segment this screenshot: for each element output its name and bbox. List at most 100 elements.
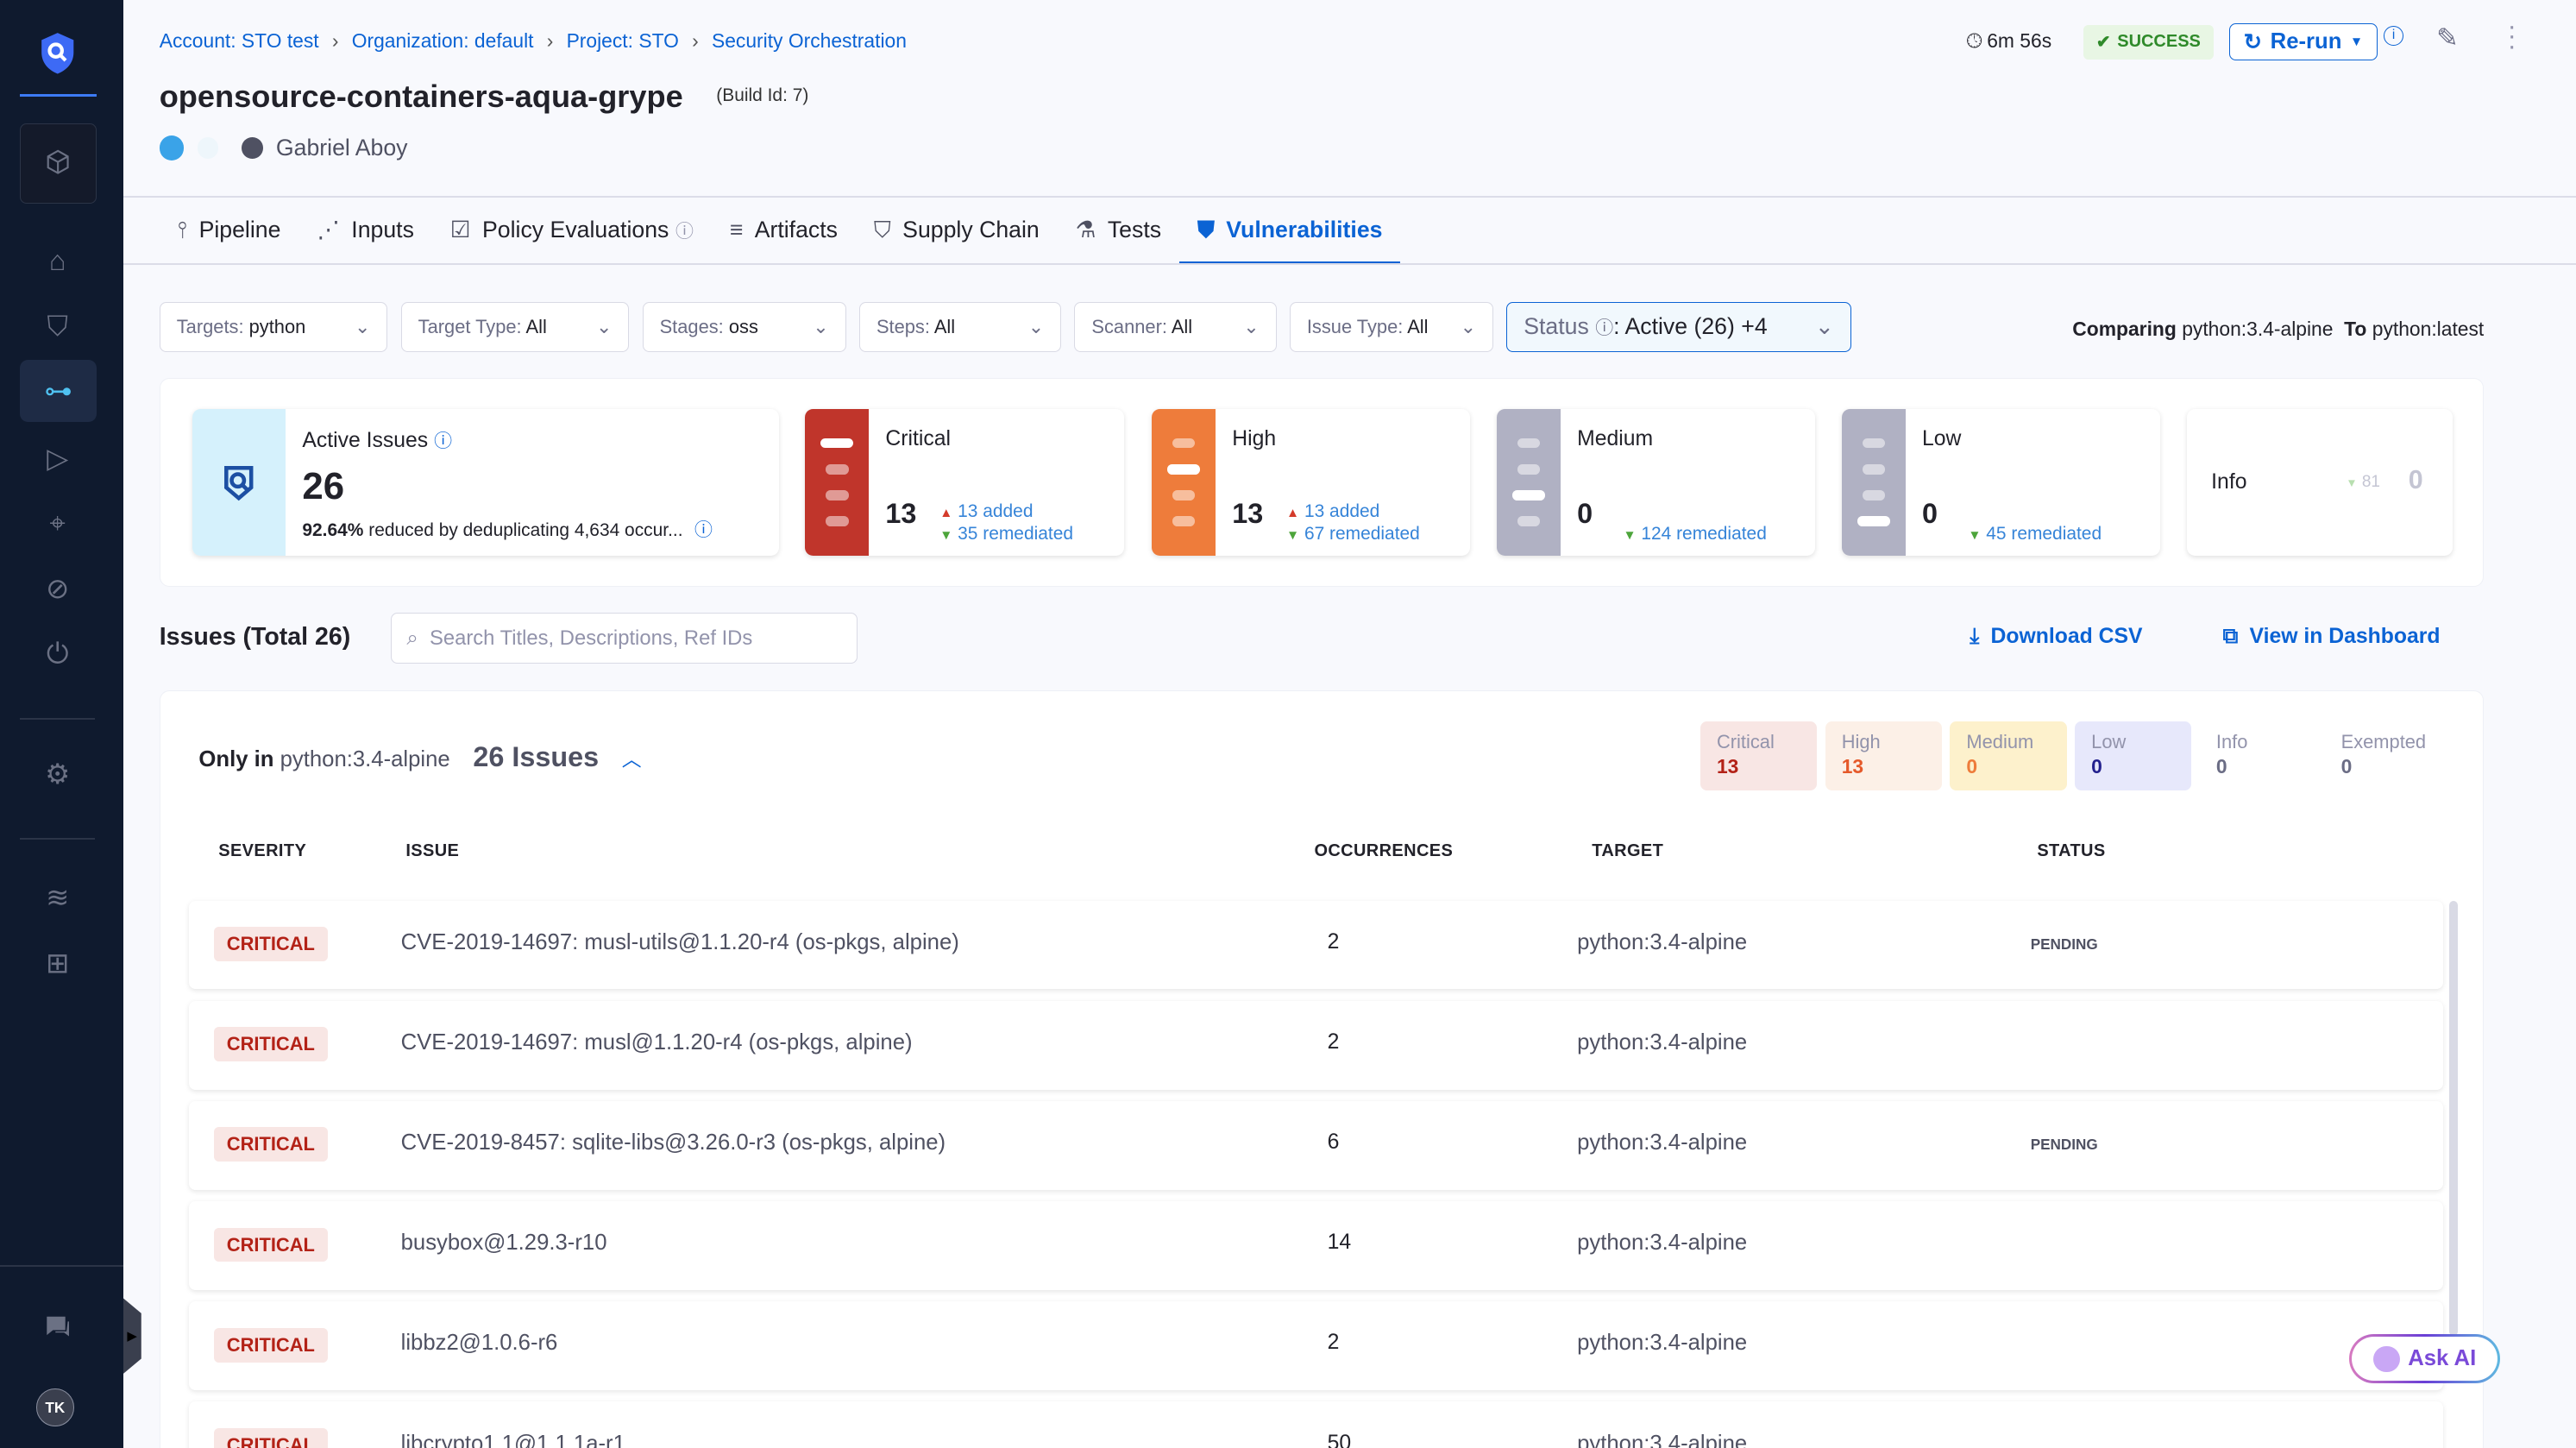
- download-csv-button[interactable]: ⤓ Download CSV: [1970, 625, 2142, 649]
- shield-search-icon: [192, 409, 286, 556]
- user-avatar[interactable]: TK: [35, 1388, 74, 1426]
- tab-supply-chain[interactable]: ⛉ Supply Chain: [856, 198, 1058, 263]
- issue-search-input[interactable]: ⌕ Search Titles, Descriptions, Ref IDs: [391, 613, 858, 664]
- severity-card-medium[interactable]: Medium 0 ▼ 124 remediated: [1496, 409, 1816, 556]
- edit-pencil-icon[interactable]: ✎: [2436, 22, 2459, 53]
- org-settings-icon[interactable]: ⊞: [46, 947, 70, 979]
- issue-title[interactable]: libbz2@1.0.6-r6: [400, 1331, 558, 1356]
- tab-inputs[interactable]: ⋰ Inputs: [298, 198, 431, 263]
- filter-targets[interactable]: Targets: python ⌄: [159, 302, 388, 352]
- download-icon: ⤓: [1970, 624, 1980, 648]
- chat-support-icon[interactable]: [33, 1301, 82, 1350]
- chevron-up-icon[interactable]: ︿: [621, 747, 642, 771]
- table-row[interactable]: CRITICAL CVE-2019-14697: musl@1.1.20-r4 (…: [188, 1000, 2443, 1090]
- severity-level-icon: [1151, 409, 1216, 556]
- breadcrumb-link[interactable]: Organization: default: [351, 29, 534, 53]
- table-scrollbar[interactable]: [2449, 900, 2458, 1337]
- home-icon[interactable]: ⌂: [48, 245, 66, 277]
- filter-issue-type[interactable]: Issue Type: All ⌄: [1289, 302, 1493, 352]
- count-chip-info[interactable]: Info 0: [2200, 721, 2316, 790]
- table-row[interactable]: CRITICAL CVE-2019-14697: musl-utils@1.1.2…: [188, 900, 2443, 990]
- table-row[interactable]: CRITICAL CVE-2019-8457: sqlite-libs@3.26.…: [188, 1100, 2443, 1190]
- settings-icon[interactable]: ⚙: [45, 758, 71, 790]
- tab-tests[interactable]: ⚗ Tests: [1058, 198, 1179, 263]
- filter-steps[interactable]: Steps: All ⌄: [858, 302, 1062, 352]
- integration-icon[interactable]: ⏻: [46, 637, 69, 669]
- severity-count: 0: [1577, 497, 1593, 529]
- issue-title[interactable]: CVE-2019-8457: sqlite-libs@3.26.0-r3 (os…: [400, 1130, 946, 1155]
- issue-title[interactable]: busybox@1.29.3-r10: [400, 1231, 607, 1256]
- table-row[interactable]: CRITICAL busybox@1.29.3-r10 14 python:3.4-a…: [188, 1201, 2443, 1290]
- target-icon[interactable]: ⌖: [49, 507, 66, 539]
- tab-vulnerabilities[interactable]: ⛊ Vulnerabilities: [1179, 198, 1400, 265]
- info-label: Info: [2211, 469, 2247, 494]
- collapse-sidebar-handle[interactable]: ▶: [123, 1298, 141, 1374]
- breadcrumb-chevron-icon: ›: [331, 29, 339, 53]
- breadcrumb-link[interactable]: Account: STO test: [159, 29, 319, 53]
- issues-count: 26 Issues: [473, 740, 600, 772]
- pipeline-icon[interactable]: ⊶: [19, 360, 97, 423]
- severity-badge: CRITICAL: [213, 1127, 329, 1162]
- compare-to-text: To: [2344, 317, 2367, 340]
- severity-card-critical[interactable]: Critical 13 ▲ 13 added ▼ 35 remediated: [805, 409, 1124, 556]
- duration: 🕓︎ 6m 56s: [1966, 29, 2051, 53]
- chip-value: 13: [1716, 755, 1739, 778]
- filter-scanner[interactable]: Scanner: All ⌄: [1074, 302, 1277, 352]
- info-icon[interactable]: i: [2384, 26, 2403, 47]
- module-switcher-button[interactable]: [19, 123, 97, 205]
- tab-artifacts[interactable]: ≡ Artifacts: [712, 198, 856, 263]
- level-pill: [1862, 438, 1886, 449]
- breadcrumb-link[interactable]: Security Orchestration: [711, 29, 907, 53]
- occurrences: 2: [1327, 1331, 1340, 1355]
- count-chip-critical[interactable]: Critical 13: [1700, 721, 1818, 790]
- column-header-issue[interactable]: ISSUE: [405, 841, 460, 860]
- chevron-down-icon: ⌄: [1460, 315, 1476, 337]
- ask-ai-button[interactable]: Ask AI: [2349, 1334, 2500, 1383]
- info-icon[interactable]: ⓘ: [675, 221, 694, 242]
- chip-value: 0: [2340, 755, 2353, 778]
- issue-title[interactable]: CVE-2019-14697: musl@1.1.20-r4 (os-pkgs,…: [400, 1029, 913, 1055]
- count-chip-medium[interactable]: Medium 0: [1950, 721, 2067, 790]
- count-chip-low[interactable]: Low 0: [2075, 721, 2192, 790]
- issue-title[interactable]: libcrypto1.1@1.1.1a-r1: [400, 1431, 625, 1448]
- security-icon[interactable]: ⛉: [47, 310, 68, 342]
- severity-card-high[interactable]: High 13 ▲ 13 added ▼ 67 remediated: [1151, 409, 1471, 556]
- column-header-status[interactable]: STATUS: [2037, 841, 2106, 860]
- breadcrumb-link[interactable]: Project: STO: [566, 29, 679, 53]
- column-header-target[interactable]: TARGET: [1592, 841, 1664, 860]
- filter-target-type[interactable]: Target Type: All ⌄: [400, 302, 630, 352]
- table-row[interactable]: CRITICAL libcrypto1.1@1.1.1a-r1 50 python:3…: [188, 1401, 2443, 1448]
- filter-status[interactable]: Status ⓘ: Active (26) +4 ⌄: [1506, 302, 1852, 352]
- layers-settings-icon[interactable]: ≋: [46, 881, 70, 913]
- more-options-icon[interactable]: · · ·: [2507, 10, 2516, 60]
- tab-pipeline[interactable]: ⫯ Pipeline: [160, 198, 299, 263]
- count-chip-high[interactable]: High 13: [1825, 721, 1942, 790]
- arrow-down-icon: ▼: [1968, 528, 1982, 544]
- tabs: ⫯ Pipeline ⋰ Inputs ☑ Policy Evaluations ⓘ ≡ Art…: [160, 198, 1401, 265]
- tab-policy-evaluations[interactable]: ☑ Policy Evaluations ⓘ: [432, 198, 712, 263]
- severity-level-icon: [1841, 409, 1906, 556]
- column-header-severity[interactable]: SEVERITY: [218, 841, 307, 860]
- rerun-button[interactable]: ↻ Re-run ▼: [2229, 22, 2378, 61]
- tests-icon: ⚗: [1075, 217, 1096, 243]
- severity-badge: CRITICAL: [213, 1027, 329, 1062]
- chevron-down-icon: ⌄: [1814, 313, 1835, 340]
- filter-value: All: [933, 315, 956, 337]
- execution-icon[interactable]: ▷: [47, 443, 69, 475]
- severity-card-low[interactable]: Low 0 ▼ 45 remediated: [1841, 409, 2161, 556]
- filter-stages[interactable]: Stages: oss ⌄: [642, 302, 846, 352]
- sto-logo-icon[interactable]: [33, 28, 82, 77]
- filter-value: : Active (26) +4: [1613, 313, 1768, 340]
- issue-title[interactable]: CVE-2019-14697: musl-utils@1.1.20-r4 (os…: [400, 929, 959, 954]
- column-header-occurrences[interactable]: OCCURRENCES: [1314, 841, 1454, 860]
- count-chip-exempted[interactable]: Exempted 0: [2325, 721, 2441, 790]
- issues-group-header[interactable]: Only in python:3.4-alpine 26 Issues ︿: [198, 741, 641, 773]
- status-badge: PENDING: [2030, 1135, 2098, 1153]
- filter-label: Steps: All: [876, 315, 956, 337]
- filter-value: All: [525, 315, 547, 337]
- view-in-dashboard-link[interactable]: ⧉ View in Dashboard: [2223, 625, 2441, 649]
- exemption-icon[interactable]: ⊘: [46, 572, 70, 604]
- pipeline-icon: ⫯: [177, 216, 188, 242]
- table-row[interactable]: CRITICAL libbz2@1.0.6-r6 2 python:3.4-alpin…: [188, 1301, 2443, 1391]
- chevron-down-icon: ⌄: [355, 315, 371, 337]
